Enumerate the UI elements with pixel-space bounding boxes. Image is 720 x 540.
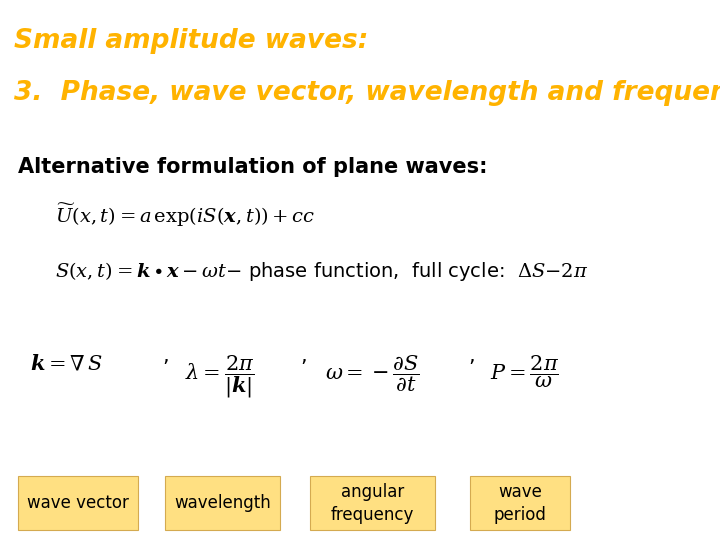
Text: ,: , (300, 346, 307, 366)
FancyBboxPatch shape (310, 476, 435, 530)
Text: 3.  Phase, wave vector, wavelength and frequency: 3. Phase, wave vector, wavelength and fr… (14, 80, 720, 106)
Text: ,: , (468, 346, 474, 366)
Text: $\omega = -\dfrac{\partial S}{\partial t}$: $\omega = -\dfrac{\partial S}{\partial t… (325, 354, 420, 394)
Text: Small amplitude waves:: Small amplitude waves: (14, 28, 369, 53)
Text: wave vector: wave vector (27, 494, 129, 512)
Text: wave
period: wave period (494, 483, 546, 524)
FancyBboxPatch shape (165, 476, 280, 530)
Text: wavelength: wavelength (174, 494, 271, 512)
Text: Alternative formulation of plane waves:: Alternative formulation of plane waves: (18, 157, 487, 177)
Text: $\lambda{=}\dfrac{2\pi}{|\boldsymbol{k}|}$: $\lambda{=}\dfrac{2\pi}{|\boldsymbol{k}|… (185, 354, 255, 400)
FancyBboxPatch shape (18, 476, 138, 530)
Text: $\mathit{\widetilde{U}}(x,t) = a\,\exp(iS(\boldsymbol{x},t)) + cc$: $\mathit{\widetilde{U}}(x,t) = a\,\exp(i… (55, 201, 315, 229)
Text: ,: , (162, 346, 168, 366)
Text: $S(x,t) = \boldsymbol{k} \bullet \boldsymbol{x} - \omega t$$ -$ phase function, : $S(x,t) = \boldsymbol{k} \bullet \boldsy… (55, 260, 588, 284)
Text: $P = \dfrac{2\pi}{\omega}$: $P = \dfrac{2\pi}{\omega}$ (490, 354, 559, 390)
Text: angular
frequency: angular frequency (330, 483, 414, 524)
FancyBboxPatch shape (470, 476, 570, 530)
Text: $\boldsymbol{k} = \mathit{\nabla}\, S$: $\boldsymbol{k} = \mathit{\nabla}\, S$ (30, 354, 103, 374)
